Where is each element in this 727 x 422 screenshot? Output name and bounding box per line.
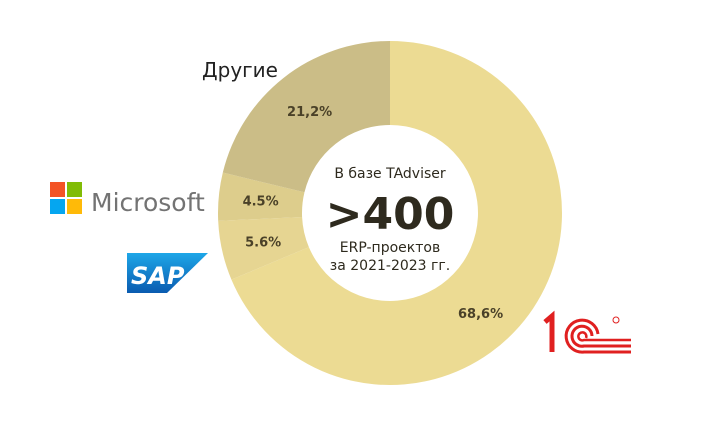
slice-label-1с: 68,6% xyxy=(458,307,503,322)
slice-другие xyxy=(222,41,390,193)
slice-microsoft xyxy=(218,172,305,221)
slice-label-sap: 5.6% xyxy=(245,236,281,251)
center-line1: В базе TAdviser xyxy=(334,166,446,182)
microsoft-logo: Microsoft xyxy=(50,182,205,217)
slice-sap xyxy=(218,217,309,280)
slice-label-microsoft: 4.5% xyxy=(243,195,279,210)
others-label: Другие xyxy=(202,58,278,82)
1c-logo xyxy=(543,310,631,354)
center-line3: за 2021-2023 гг. xyxy=(330,258,450,274)
slice-label-другие: 21,2% xyxy=(287,105,332,120)
sap-wordmark: SAP xyxy=(131,262,185,290)
center-big-number: >400 xyxy=(326,189,455,240)
center-line2: ERP-проектов xyxy=(340,240,440,256)
microsoft-wordmark: Microsoft xyxy=(91,188,205,217)
sap-logo: SAP xyxy=(127,253,208,293)
slice-1с xyxy=(231,41,563,385)
